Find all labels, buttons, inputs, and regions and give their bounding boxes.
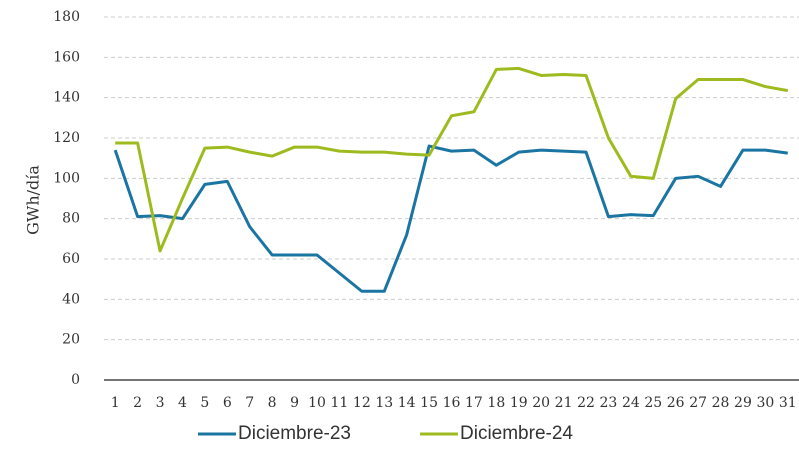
x-tick-label: 2 (133, 395, 142, 411)
x-tick-label: 12 (353, 395, 371, 411)
x-tick-label: 6 (223, 395, 232, 411)
x-tick-label: 26 (667, 395, 685, 411)
y-tick-label: 80 (62, 211, 80, 227)
x-tick-label: 8 (268, 395, 277, 411)
x-tick-label: 20 (532, 395, 550, 411)
x-tick-label: 31 (779, 395, 797, 411)
y-tick-label: 40 (62, 291, 80, 307)
x-tick-label: 4 (178, 395, 187, 411)
x-tick-label: 24 (622, 395, 640, 411)
y-tick-label: 180 (53, 9, 80, 25)
x-tick-label: 22 (577, 395, 595, 411)
y-tick-label: 140 (53, 90, 80, 106)
x-tick-label: 13 (375, 395, 393, 411)
x-tick-label: 11 (330, 395, 348, 411)
x-tick-label: 10 (308, 395, 326, 411)
x-tick-label: 1 (111, 395, 120, 411)
legend-label: Diciembre-23 (238, 423, 351, 444)
x-tick-label: 3 (156, 395, 165, 411)
y-tick-label: 100 (53, 170, 80, 186)
x-tick-label: 21 (555, 395, 573, 411)
y-tick-label: 20 (62, 332, 80, 348)
x-tick-label: 17 (465, 395, 483, 411)
series-line (113, 144, 788, 293)
x-tick-label: 28 (712, 395, 730, 411)
x-tick-label: 19 (510, 395, 528, 411)
x-tick-label: 7 (245, 395, 254, 411)
y-tick-label: 0 (71, 372, 80, 388)
x-tick-label: 27 (689, 395, 707, 411)
x-tick-label: 5 (200, 395, 209, 411)
x-tick-label: 18 (487, 395, 505, 411)
legend-label: Diciembre-24 (460, 423, 573, 444)
x-tick-label: 30 (756, 395, 774, 411)
x-tick-label: 25 (644, 395, 662, 411)
y-tick-label: 60 (62, 251, 80, 267)
x-tick-label: 23 (600, 395, 618, 411)
x-tick-label: 16 (443, 395, 461, 411)
series-line (115, 66, 789, 253)
x-tick-label: 15 (420, 395, 438, 411)
y-tick-label: 120 (53, 130, 80, 146)
x-tick-label: 9 (290, 395, 299, 411)
x-tick-label: 29 (734, 395, 752, 411)
y-tick-label: 160 (53, 49, 80, 65)
y-axis-label: GWh/día (24, 165, 43, 235)
x-tick-label: 14 (398, 395, 416, 411)
